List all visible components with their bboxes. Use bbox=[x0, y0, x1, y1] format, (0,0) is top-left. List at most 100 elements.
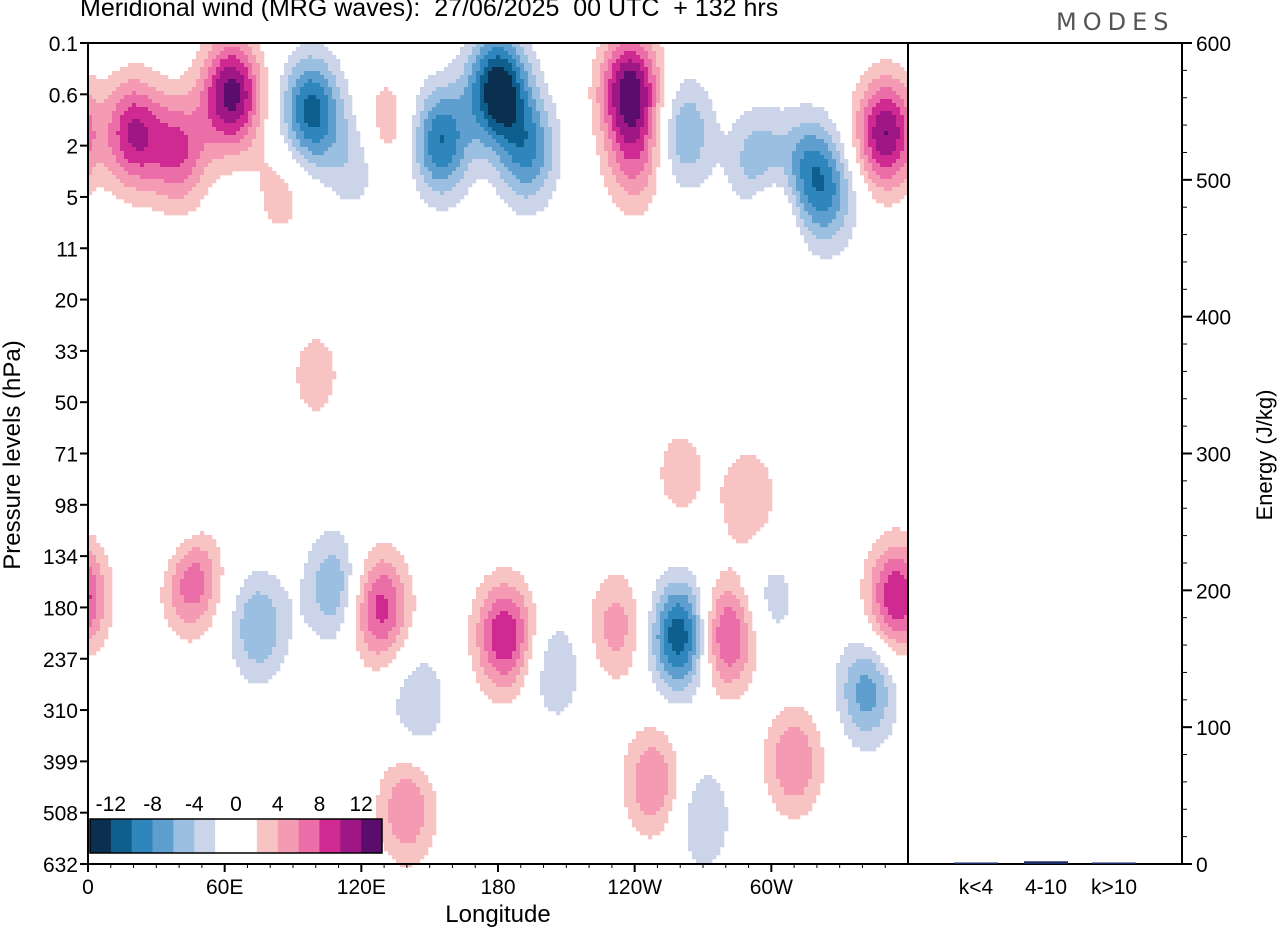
heat-cell bbox=[200, 127, 205, 132]
heat-cell bbox=[604, 179, 609, 184]
heat-cell bbox=[648, 135, 653, 140]
heat-cell bbox=[440, 123, 445, 128]
heat-cell bbox=[340, 171, 345, 176]
heat-cell bbox=[92, 135, 97, 140]
heat-cell bbox=[504, 171, 509, 176]
heat-cell bbox=[644, 127, 649, 132]
heat-cell bbox=[468, 143, 473, 148]
heat-cell bbox=[688, 167, 693, 172]
heat-cell bbox=[288, 71, 293, 76]
heat-cell bbox=[516, 135, 521, 140]
heat-cell bbox=[488, 155, 493, 160]
heat-cell bbox=[228, 107, 233, 112]
heat-cell bbox=[184, 127, 189, 132]
heat-cell bbox=[216, 63, 221, 68]
heat-cell bbox=[324, 51, 329, 56]
heat-cell bbox=[828, 175, 833, 180]
heat-cell bbox=[192, 75, 197, 80]
heat-cell bbox=[204, 67, 209, 72]
heat-cell bbox=[884, 147, 889, 152]
heat-cell bbox=[232, 99, 237, 104]
heat-cell bbox=[620, 139, 625, 144]
heat-cell bbox=[124, 87, 129, 92]
heat-cell bbox=[656, 99, 661, 104]
heat-cell bbox=[200, 103, 205, 108]
heat-cell bbox=[644, 179, 649, 184]
heat-cell bbox=[200, 111, 205, 116]
heat-cell bbox=[192, 59, 197, 64]
heat-cell bbox=[288, 87, 293, 92]
heat-cell bbox=[492, 155, 497, 160]
heat-cell bbox=[300, 99, 305, 104]
heat-cell bbox=[604, 139, 609, 144]
heat-cell bbox=[600, 63, 605, 68]
heat-cell bbox=[708, 155, 713, 160]
heat-cell bbox=[316, 139, 321, 144]
heat-cell bbox=[604, 95, 609, 100]
heat-cell bbox=[868, 71, 873, 76]
heat-cell bbox=[264, 163, 269, 168]
heat-cell bbox=[548, 179, 553, 184]
heat-cell bbox=[624, 91, 629, 96]
heat-cell bbox=[420, 179, 425, 184]
heat-cell bbox=[808, 123, 813, 128]
heat-cell bbox=[788, 127, 793, 132]
heat-cell bbox=[864, 115, 869, 120]
heat-cell bbox=[436, 127, 441, 132]
heat-cell bbox=[392, 119, 397, 124]
heat-cell bbox=[340, 111, 345, 116]
heat-cell bbox=[320, 99, 325, 104]
heat-cell bbox=[860, 131, 865, 136]
heat-cell bbox=[348, 171, 353, 176]
heat-cell bbox=[88, 123, 93, 128]
heat-cell bbox=[88, 87, 93, 92]
heat-cell bbox=[316, 147, 321, 152]
heat-cell bbox=[324, 87, 329, 92]
heat-cell bbox=[468, 119, 473, 124]
heat-cell bbox=[504, 147, 509, 152]
heat-cell bbox=[200, 83, 205, 88]
heat-cell bbox=[128, 103, 133, 108]
heat-cell bbox=[232, 43, 237, 48]
heat-cell bbox=[96, 103, 101, 108]
heat-cell bbox=[148, 99, 153, 104]
heat-cell bbox=[588, 95, 593, 100]
heat-cell bbox=[480, 119, 485, 124]
heat-cell bbox=[168, 119, 173, 124]
heat-cell bbox=[624, 51, 629, 56]
heat-cell bbox=[348, 103, 353, 108]
heat-cell bbox=[536, 87, 541, 92]
heat-cell bbox=[188, 183, 193, 188]
heat-cell bbox=[792, 115, 797, 120]
heat-cell bbox=[612, 123, 617, 128]
heat-cell bbox=[140, 111, 145, 116]
heat-cell bbox=[884, 183, 889, 188]
heat-cell bbox=[164, 107, 169, 112]
heat-cell bbox=[104, 79, 109, 84]
heat-cell bbox=[808, 139, 813, 144]
heat-cell bbox=[136, 175, 141, 180]
heat-cell bbox=[756, 139, 761, 144]
heat-cell bbox=[480, 87, 485, 92]
heat-cell bbox=[684, 95, 689, 100]
heat-cell bbox=[864, 111, 869, 116]
heat-cell bbox=[352, 151, 357, 156]
heat-cell bbox=[356, 175, 361, 180]
heat-cell bbox=[868, 123, 873, 128]
heat-cell bbox=[680, 147, 685, 152]
heat-cell bbox=[248, 55, 253, 60]
heat-cell bbox=[504, 79, 509, 84]
heat-cell bbox=[172, 83, 177, 88]
heat-cell bbox=[156, 127, 161, 132]
heat-cell bbox=[484, 99, 489, 104]
heat-cell bbox=[628, 111, 633, 116]
heat-cell bbox=[688, 107, 693, 112]
heat-cell bbox=[740, 147, 745, 152]
heat-cell bbox=[700, 99, 705, 104]
heat-cell bbox=[296, 155, 301, 160]
heat-cell bbox=[140, 67, 145, 72]
heat-cell bbox=[660, 71, 665, 76]
heat-cell bbox=[528, 143, 533, 148]
heat-cell bbox=[472, 55, 477, 60]
heat-cell bbox=[92, 179, 97, 184]
